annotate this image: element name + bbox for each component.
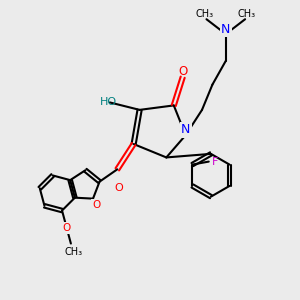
- Text: CH₃: CH₃: [238, 9, 256, 19]
- Text: O: O: [178, 65, 187, 78]
- Text: N: N: [221, 23, 230, 36]
- Text: O: O: [114, 183, 123, 193]
- Text: CH₃: CH₃: [196, 9, 214, 19]
- Text: CH₃: CH₃: [64, 247, 82, 257]
- Text: F: F: [212, 157, 218, 166]
- Text: HO: HO: [100, 98, 117, 107]
- Text: N: N: [181, 123, 190, 136]
- Text: O: O: [92, 200, 100, 210]
- Text: O: O: [62, 223, 71, 233]
